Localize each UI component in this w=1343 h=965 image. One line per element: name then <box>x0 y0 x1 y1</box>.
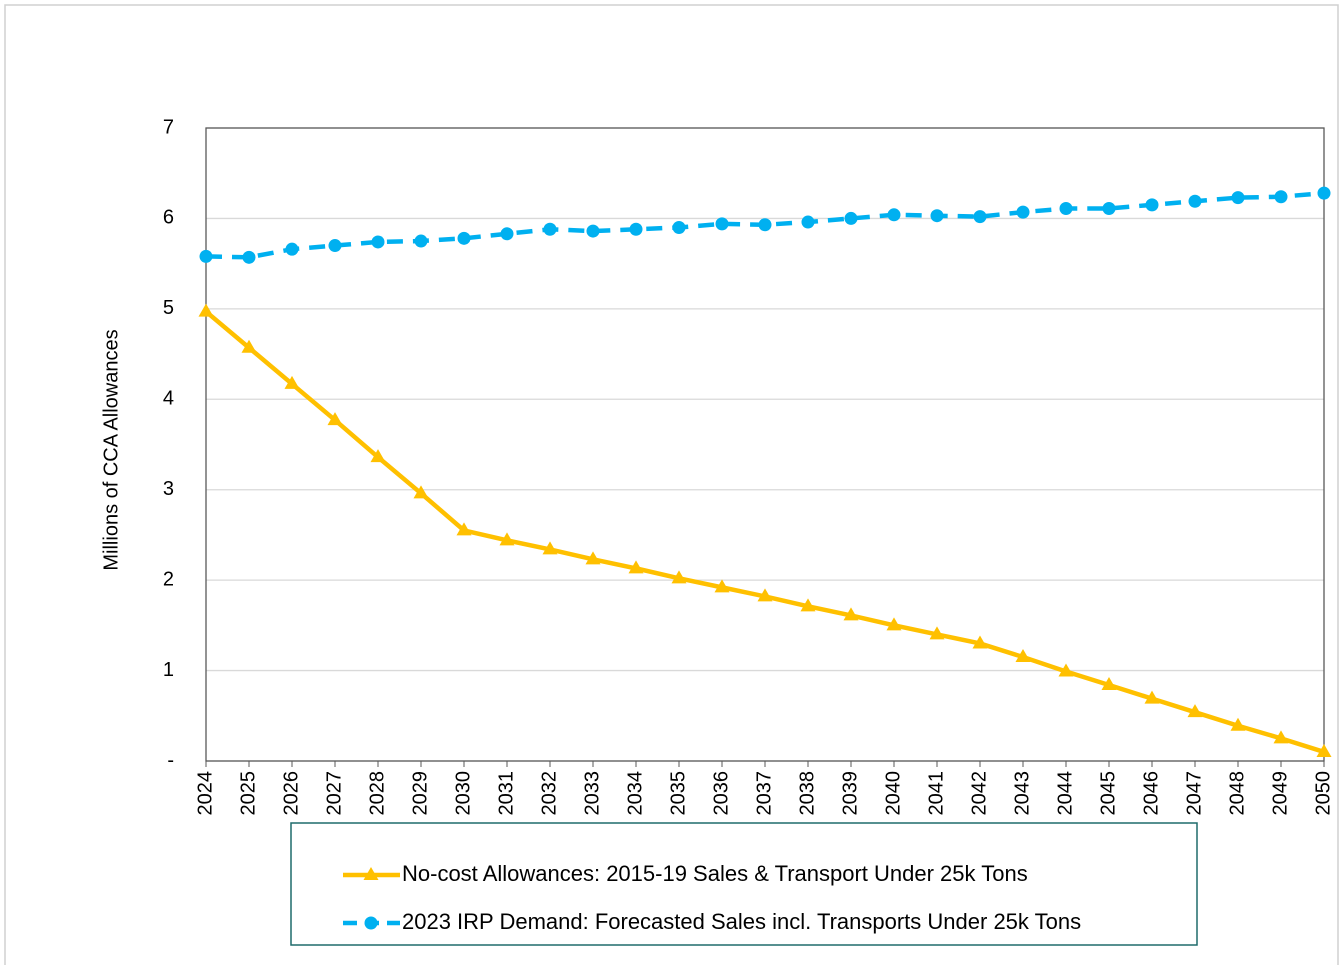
y-tick-label: 6 <box>163 207 174 229</box>
marker <box>1316 743 1332 757</box>
marker <box>371 235 385 249</box>
y-tick-label: 7 <box>163 116 174 138</box>
marker <box>1058 663 1074 677</box>
marker <box>284 375 300 389</box>
marker <box>1231 191 1245 205</box>
y-tick-label: 3 <box>163 478 174 500</box>
legend-marker <box>364 916 378 930</box>
marker <box>499 532 515 546</box>
marker <box>542 541 558 555</box>
marker <box>457 231 471 245</box>
marker <box>242 250 256 264</box>
marker <box>629 222 643 236</box>
marker <box>1102 201 1116 215</box>
x-tick-label: 2026 <box>280 771 302 816</box>
x-tick-label: 2043 <box>1011 771 1033 816</box>
marker <box>715 217 729 231</box>
y-tick-label: 4 <box>163 388 174 410</box>
marker <box>1188 194 1202 208</box>
marker <box>1015 649 1031 663</box>
legend-label: No-cost Allowances: 2015-19 Sales & Tran… <box>402 861 1028 886</box>
y-tick-label: - <box>167 749 174 771</box>
marker <box>1317 186 1331 200</box>
marker <box>543 222 557 236</box>
marker <box>672 220 686 234</box>
marker <box>628 560 644 574</box>
marker <box>714 579 730 593</box>
y-axis-label: Millions of CCA Allowances <box>100 329 122 570</box>
x-tick-label: 2029 <box>409 771 431 816</box>
x-tick-label: 2033 <box>581 771 603 816</box>
x-tick-label: 2042 <box>968 771 990 816</box>
y-tick-label: 5 <box>163 297 174 319</box>
marker <box>758 218 772 232</box>
chart-border <box>4 4 1339 965</box>
marker <box>1274 190 1288 204</box>
marker <box>456 522 472 536</box>
marker <box>413 485 429 499</box>
series-line <box>204 309 1325 755</box>
legend-box <box>290 822 1198 946</box>
marker <box>370 449 386 463</box>
x-tick-label: 2025 <box>237 771 259 816</box>
marker <box>1101 677 1117 691</box>
x-tick-label: 2038 <box>796 771 818 816</box>
y-tick-label: 2 <box>163 568 174 590</box>
marker <box>887 208 901 222</box>
marker <box>1187 704 1203 718</box>
marker <box>801 215 815 229</box>
marker <box>327 412 343 426</box>
marker <box>241 339 257 353</box>
x-tick-label: 2024 <box>194 771 216 816</box>
marker <box>800 598 816 612</box>
x-tick-label: 2049 <box>1269 771 1291 816</box>
marker <box>671 570 687 584</box>
marker <box>972 635 988 649</box>
marker <box>929 626 945 640</box>
marker <box>886 617 902 631</box>
x-tick-label: 2027 <box>323 771 345 816</box>
x-tick-label: 2037 <box>753 771 775 816</box>
marker <box>328 239 342 253</box>
x-tick-label: 2032 <box>538 771 560 816</box>
marker <box>930 209 944 223</box>
marker <box>198 303 214 317</box>
x-tick-label: 2035 <box>667 771 689 816</box>
x-tick-label: 2028 <box>366 771 388 816</box>
marker <box>199 249 213 263</box>
y-tick-label: 1 <box>163 659 174 681</box>
x-tick-label: 2041 <box>925 771 947 816</box>
marker <box>1059 201 1073 215</box>
legend-marker <box>363 867 379 880</box>
x-tick-label: 2044 <box>1054 771 1076 816</box>
x-tick-label: 2039 <box>839 771 861 816</box>
marker <box>585 551 601 565</box>
x-tick-label: 2030 <box>452 771 474 816</box>
x-tick-label: 2050 <box>1312 771 1334 816</box>
marker <box>1273 730 1289 744</box>
x-tick-label: 2048 <box>1226 771 1248 816</box>
x-tick-label: 2034 <box>624 771 646 816</box>
marker <box>843 607 859 621</box>
marker <box>973 210 987 224</box>
marker <box>1016 205 1030 219</box>
marker <box>757 588 773 602</box>
x-tick-label: 2040 <box>882 771 904 816</box>
x-tick-label: 2046 <box>1140 771 1162 816</box>
marker <box>500 227 514 241</box>
x-tick-label: 2047 <box>1183 771 1205 816</box>
marker <box>1145 198 1159 212</box>
x-tick-label: 2031 <box>495 771 517 816</box>
marker <box>1230 717 1246 731</box>
marker <box>1144 690 1160 704</box>
x-tick-label: 2036 <box>710 771 732 816</box>
marker <box>844 211 858 225</box>
marker <box>414 234 428 248</box>
x-tick-label: 2045 <box>1097 771 1119 816</box>
marker <box>586 224 600 238</box>
marker <box>285 242 299 256</box>
legend-label: 2023 IRP Demand: Forecasted Sales incl. … <box>402 909 1081 934</box>
